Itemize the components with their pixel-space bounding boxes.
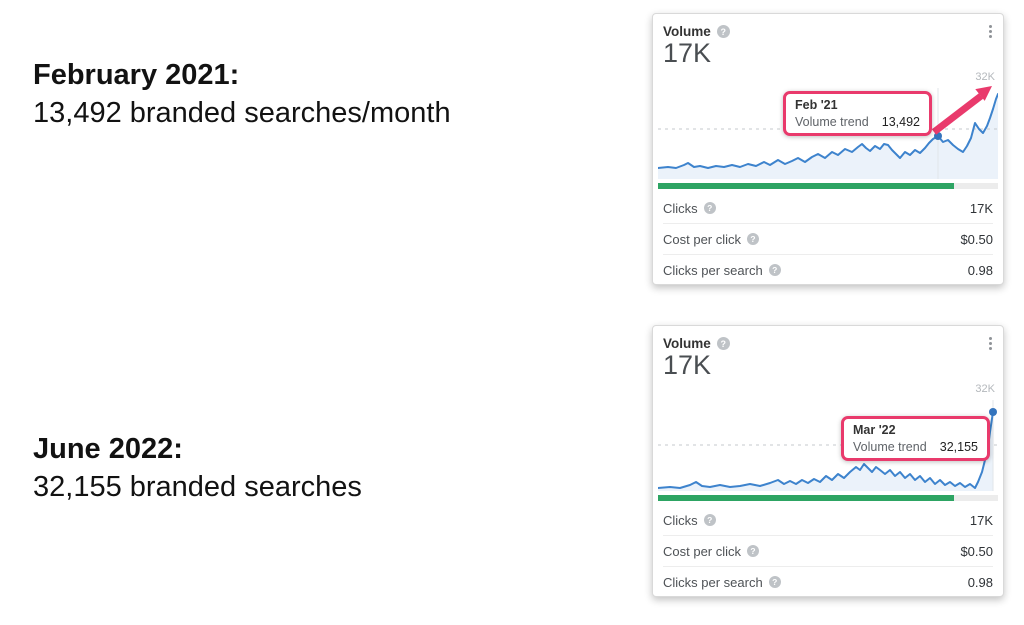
metric-value: 17K [969, 200, 993, 216]
kebab-menu-icon[interactable] [986, 22, 995, 41]
chart-tooltip: Mar '22 Volume trend 32,155 [841, 416, 990, 461]
annotation-subtitle: 32,155 branded searches [33, 471, 362, 503]
tooltip-metric-label: Volume trend [795, 115, 869, 129]
metric-row-clicks-per-search: Clicks per search ? 0.98 [663, 567, 993, 597]
metric-row-cost-per-click: Cost per click ? $0.50 [663, 536, 993, 567]
volume-card-feb-2021: Volume ? 17K 32K Feb '21 Volume trend 13… [652, 13, 1004, 285]
metric-label: Clicks [663, 200, 698, 216]
metric-rows: Clicks ? 17K Cost per click ? $0.50 Clic… [663, 505, 993, 597]
y-axis-max-label: 32K [975, 71, 995, 83]
metric-value: $0.50 [960, 543, 993, 559]
volume-trend-chart: 32K Feb '21 Volume trend 13,492 [658, 71, 998, 179]
annotation-june-2022: June 2022: 32,155 branded searches [33, 430, 362, 506]
metric-label: Cost per click [663, 543, 742, 559]
metric-label: Cost per click [663, 231, 742, 247]
annotation-title: June 2022: [33, 433, 183, 465]
help-icon[interactable]: ? [703, 514, 716, 526]
metric-rows: Clicks ? 17K Cost per click ? $0.50 Clic… [663, 193, 993, 285]
volume-progress-fill [658, 495, 954, 501]
tooltip-date: Mar '22 [853, 423, 896, 437]
tooltip-metric-value: 32,155 [939, 440, 978, 454]
help-icon[interactable]: ? [768, 576, 781, 588]
metric-row-clicks-per-search: Clicks per search ? 0.98 [663, 255, 993, 285]
kebab-menu-icon[interactable] [986, 334, 995, 353]
help-icon[interactable]: ? [716, 25, 730, 38]
card-header: Volume ? [663, 22, 995, 41]
help-icon[interactable]: ? [768, 264, 781, 276]
annotation-arrow-head [975, 86, 992, 101]
help-icon[interactable]: ? [703, 202, 716, 214]
metric-row-clicks: Clicks ? 17K [663, 193, 993, 224]
tooltip-date: Feb '21 [795, 98, 838, 112]
metric-value: 17K [969, 512, 993, 528]
trend-line [658, 411, 994, 489]
metric-value: 0.98 [967, 262, 993, 278]
data-point-marker [989, 408, 997, 416]
volume-label: Volume [663, 336, 711, 351]
volume-card-mar-2022: Volume ? 17K 32K Mar '22 Volume trend 32… [652, 325, 1004, 597]
volume-value: 17K [663, 350, 712, 380]
help-icon[interactable]: ? [747, 545, 760, 557]
help-icon[interactable]: ? [747, 233, 760, 245]
metric-label: Clicks [663, 512, 698, 528]
metric-label: Clicks per search [663, 574, 763, 590]
volume-value: 17K [663, 38, 712, 68]
trend-line [658, 93, 998, 169]
volume-progress-track [658, 183, 998, 189]
volume-trend-chart: 32K Mar '22 Volume trend 32,155 [658, 383, 998, 491]
tooltip-metric-label: Volume trend [853, 440, 927, 454]
annotation-feb-2021: February 2021: 13,492 branded searches/m… [33, 56, 451, 132]
y-axis-max-label: 32K [975, 383, 995, 395]
metric-row-clicks: Clicks ? 17K [663, 505, 993, 536]
chart-tooltip: Feb '21 Volume trend 13,492 [783, 91, 932, 136]
metric-value: 0.98 [967, 574, 993, 590]
chart-area-fill [658, 94, 998, 179]
tooltip-metric-value: 13,492 [881, 115, 920, 129]
card-header: Volume ? [663, 334, 995, 353]
volume-label: Volume [663, 24, 711, 39]
help-icon[interactable]: ? [716, 337, 730, 350]
metric-label: Clicks per search [663, 262, 763, 278]
sparkline-chart[interactable] [658, 388, 998, 491]
annotation-subtitle: 13,492 branded searches/month [33, 97, 451, 129]
metric-row-cost-per-click: Cost per click ? $0.50 [663, 224, 993, 255]
metric-value: $0.50 [960, 231, 993, 247]
annotation-title: February 2021: [33, 59, 240, 91]
volume-progress-fill [658, 183, 954, 189]
annotation-arrow-shaft [931, 93, 984, 135]
volume-progress-track [658, 495, 998, 501]
